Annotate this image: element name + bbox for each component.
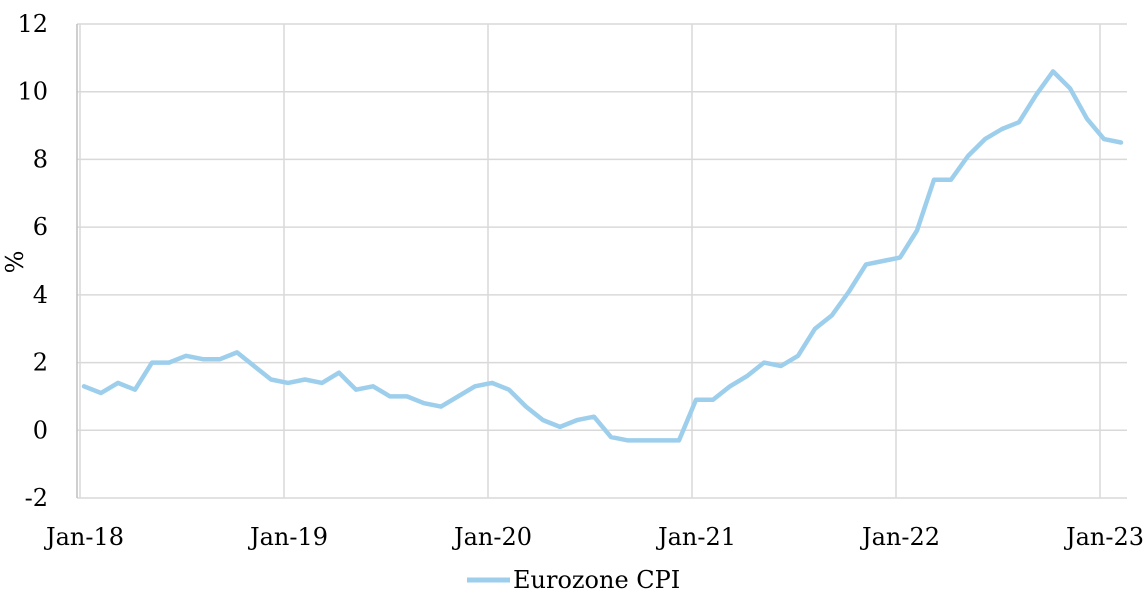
y-tick-label: 4 — [33, 281, 48, 309]
y-tick-label: 12 — [17, 10, 48, 38]
y-tick-label: 6 — [33, 213, 48, 241]
x-tick-label: Jan-20 — [451, 523, 532, 551]
legend-label: Eurozone CPI — [513, 566, 680, 594]
series-line-eurozone-cpi — [81, 69, 1124, 443]
series-layer — [81, 69, 1124, 443]
x-tick-label: Jan-19 — [247, 523, 328, 551]
x-tick-label: Jan-22 — [859, 523, 940, 551]
y-tick-labels: -2 0 2 4 6 8 10 12 — [17, 10, 48, 512]
y-tick-label: 10 — [17, 78, 48, 106]
x-tick-labels: Jan-18 Jan-19 Jan-20 Jan-21 Jan-22 Jan-23 — [43, 523, 1144, 551]
y-tick-label: -2 — [25, 484, 48, 512]
x-tick-label: Jan-23 — [1063, 523, 1144, 551]
x-tick-label: Jan-21 — [655, 523, 736, 551]
y-axis-title: % — [1, 251, 29, 274]
x-tick-label: Jan-18 — [43, 523, 124, 551]
legend: Eurozone CPI — [467, 566, 680, 594]
y-tick-label: 8 — [33, 145, 48, 173]
y-tick-label: 2 — [33, 349, 48, 377]
y-tick-label: 0 — [33, 416, 48, 444]
